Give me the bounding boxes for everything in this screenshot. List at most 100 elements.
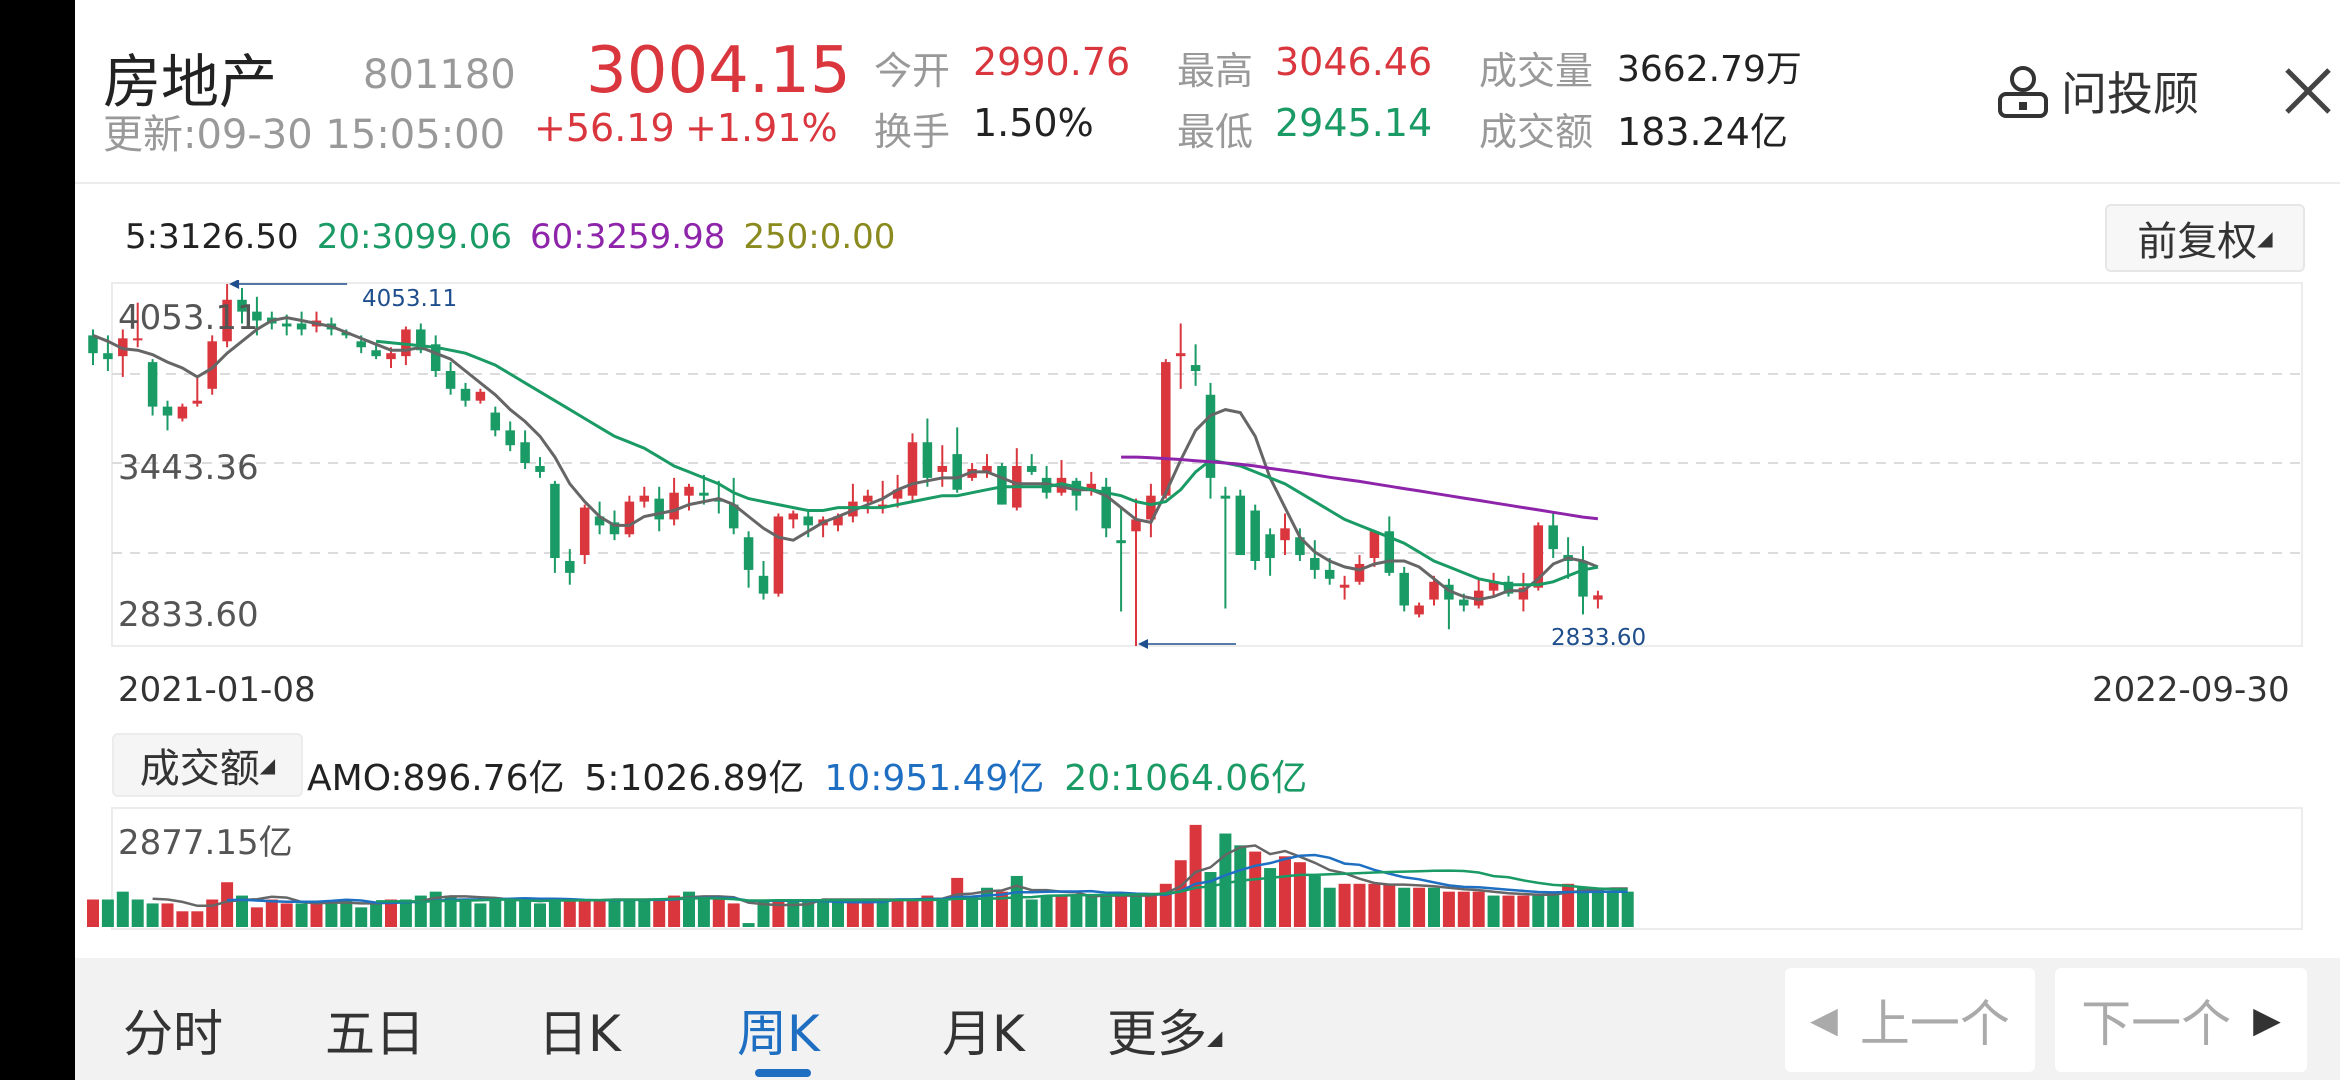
volume-bar-down (1532, 895, 1545, 927)
index-code: 801180 (363, 52, 516, 98)
stat-value-amount: 183.24亿 (1617, 110, 1788, 154)
candle-up (982, 465, 992, 472)
candle-down (1578, 560, 1588, 597)
update-time: 更新:09-30 15:05:00 (103, 112, 506, 158)
volume-bar-down (1398, 887, 1411, 927)
period-tab-bar: 分时 五日 日K 周K 月K 更多◢ ◀ 上一个 下一个 ▶ (75, 958, 2340, 1080)
volume-bar-down (742, 923, 755, 927)
volume-bar-down (1487, 895, 1500, 927)
volume-bar-up (265, 899, 278, 927)
tab-five-day[interactable]: 五日 (325, 1005, 425, 1063)
candle-up (863, 495, 873, 502)
candle-up (1429, 581, 1439, 600)
volume-bar-up (1442, 891, 1455, 927)
volume-bar-down (981, 887, 993, 927)
volume-bar-up (1383, 883, 1396, 927)
min-marker-label: 2833.60 (1551, 625, 1647, 651)
candle-down (281, 323, 292, 327)
candle-down (609, 522, 620, 535)
volume-bar-down (1130, 895, 1142, 927)
volume-chart[interactable] (75, 806, 2340, 932)
candle-down (88, 335, 98, 354)
adjust-selector[interactable]: 前复权 ◢ (2105, 204, 2305, 272)
candle-up (1354, 563, 1365, 582)
candle-down (1459, 599, 1469, 606)
tab-weekly-k[interactable]: 周K (737, 1005, 820, 1063)
volume-bar-up (727, 903, 740, 927)
prev-button[interactable]: ◀ 上一个 (1785, 968, 2035, 1072)
candle-up (1369, 531, 1380, 559)
volume-bar-up (906, 899, 919, 927)
candle-down (699, 492, 709, 496)
volume-bar-up (87, 899, 99, 927)
volume-bar-down (608, 899, 621, 927)
volume-bar-down (459, 899, 472, 927)
price-change: +56.19 (534, 106, 675, 150)
volume-bar-down (1547, 891, 1560, 927)
max-marker-label: 4053.11 (362, 286, 458, 312)
volume-bar-up (578, 899, 591, 927)
header-divider (75, 182, 2340, 184)
next-button[interactable]: 下一个 ▶ (2055, 968, 2307, 1072)
candle-down (237, 299, 247, 312)
volume-bar-up (861, 899, 874, 927)
volume-bar-up (310, 903, 323, 927)
index-name: 房地产 (103, 48, 278, 116)
volume-bar-up (1174, 860, 1187, 927)
kline-chart[interactable] (75, 280, 2340, 660)
stat-label-open: 今开 (874, 49, 951, 93)
volume-bar-down (1100, 895, 1113, 927)
volume-bar-up (891, 899, 904, 927)
volume-bar-down (489, 899, 502, 927)
candle-down (1295, 537, 1305, 556)
ma60-value: 60:3259.98 (530, 217, 726, 257)
quote-panel: 房地产 801180 更新:09-30 15:05:00 3004.15 +56… (75, 0, 2340, 1080)
candle-up (1086, 483, 1097, 490)
candle-down (654, 498, 664, 520)
tab-monthly-k[interactable]: 月K (942, 1005, 1025, 1063)
tab-intraday[interactable]: 分时 (123, 1005, 223, 1063)
candle-up (907, 442, 918, 496)
volume-bar-down (504, 899, 517, 927)
candle-down (371, 350, 381, 357)
volume-bar-down (1323, 887, 1336, 927)
candle-up (1175, 353, 1186, 357)
candle-up (1533, 525, 1544, 588)
candle-up (132, 338, 143, 341)
candle-down (535, 465, 545, 472)
volume-bar-up (280, 903, 293, 927)
amo-value: AMO:896.76亿 (307, 758, 565, 799)
stat-value-low: 2945.14 (1275, 101, 1433, 145)
tab-daily-k[interactable]: 日K (538, 1005, 621, 1063)
volume-indicator-selector[interactable]: 成交额 ◢ (112, 733, 303, 797)
volume-bar-down (131, 899, 144, 927)
volume-bar-up (1293, 862, 1306, 927)
candle-down (1399, 572, 1409, 606)
candle-down (445, 371, 456, 389)
volume-bar-down (534, 903, 546, 927)
volume-bar-down (1040, 895, 1053, 927)
volume-bar-up (385, 899, 397, 927)
y-axis-max-label: 4053.11 (118, 298, 259, 338)
candle-up (877, 504, 888, 508)
tab-more[interactable]: 更多◢ (1107, 994, 1222, 1066)
volume-bar-up (1562, 883, 1575, 927)
volume-bar-up (1502, 895, 1515, 927)
stat-value-high: 3046.46 (1275, 40, 1433, 84)
volume-bar-down (1264, 868, 1277, 927)
volume-bar-down (1591, 887, 1604, 927)
volume-bar-down (236, 895, 248, 927)
candle-down (1190, 365, 1201, 372)
candle-up (639, 495, 650, 502)
candle-down (1250, 510, 1260, 561)
volume-bar-down (1010, 875, 1023, 927)
candle-down (997, 465, 1007, 505)
dropdown-caret-icon: ◢ (259, 753, 276, 777)
ask-advisor-button[interactable]: 问投顾 (1995, 58, 2199, 124)
close-icon[interactable] (2283, 66, 2333, 116)
candle-down (252, 311, 262, 321)
candle-up (773, 516, 784, 594)
candle-down (296, 323, 307, 330)
candle-up (1593, 595, 1603, 600)
candle-down (743, 537, 754, 570)
